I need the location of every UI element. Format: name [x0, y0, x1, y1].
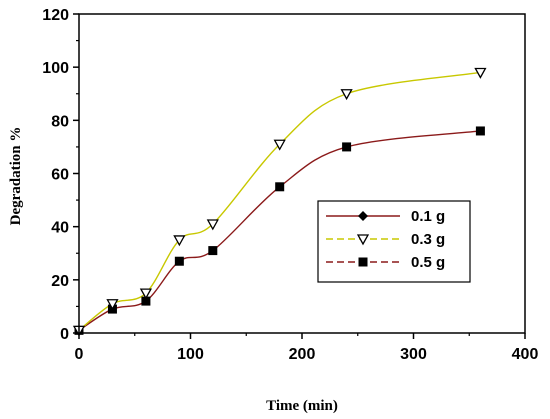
- data-point: [475, 126, 485, 136]
- data-point: [208, 246, 218, 256]
- data-point: [275, 182, 285, 192]
- data-point: [474, 67, 487, 79]
- data-point: [139, 288, 153, 300]
- data-point: [273, 139, 286, 151]
- data-point: [340, 89, 353, 101]
- y-tick-label: 20: [51, 273, 69, 290]
- x-tick-label: 400: [512, 346, 539, 363]
- x-tick-label: 200: [289, 346, 316, 363]
- x-tick-label: 100: [177, 346, 204, 363]
- x-axis-title: Time (min): [266, 398, 338, 414]
- legend-marker: [358, 257, 368, 267]
- data-point: [173, 235, 186, 247]
- y-tick-label: 60: [51, 167, 69, 184]
- data-point: [206, 219, 219, 231]
- x-tick-label: 300: [400, 346, 427, 363]
- legend-label: 0.5 g: [411, 254, 445, 271]
- y-axis-title: Degradation %: [8, 127, 24, 226]
- y-tick-label: 0: [60, 326, 69, 343]
- legend: 0.1 g 0.3 g 0.5 g: [317, 200, 471, 283]
- x-tick-label: 0: [75, 346, 84, 363]
- legend-box: [317, 200, 471, 283]
- y-tick-label: 100: [42, 60, 69, 77]
- y-tick-label: 120: [42, 7, 69, 24]
- data-point: [174, 256, 184, 266]
- plot-area: [72, 67, 487, 337]
- axes: 0 100 200 300 400 0 20 40 60 80 100 120: [42, 7, 538, 363]
- legend-marker: [356, 234, 370, 246]
- legend-marker: [358, 211, 368, 221]
- legend-label: 0.3 g: [411, 231, 445, 248]
- legend-label: 0.1 g: [411, 208, 445, 225]
- data-point: [106, 299, 119, 311]
- plot-frame: [78, 13, 526, 334]
- y-tick-label: 80: [51, 113, 69, 130]
- y-tick-label: 40: [51, 220, 69, 237]
- data-point: [141, 296, 151, 306]
- data-point: [342, 142, 352, 152]
